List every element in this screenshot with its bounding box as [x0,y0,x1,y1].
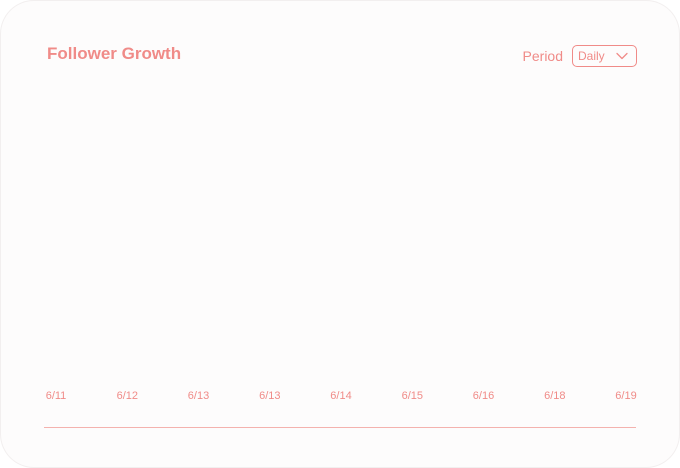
x-tick-label: 6/11 [46,390,67,402]
x-tick-label: 6/18 [544,390,565,402]
x-tick-label: 6/12 [117,390,138,402]
chevron-down-stroke [616,52,628,60]
x-axis-ticks: 6/11 6/12 6/13 6/13 6/14 6/15 6/16 6/18 6/19 [46,390,637,402]
x-tick-label: 6/14 [330,390,351,402]
chevron-down-icon [616,52,628,60]
x-tick-label: 6/13 [259,390,280,402]
x-tick-label: 6/19 [615,390,636,402]
x-tick-label: 6/13 [188,390,209,402]
period-label: Period [522,48,563,64]
chart-title: Follower Growth [47,44,182,63]
period-dropdown-value: Daily [578,49,605,63]
period-selector: Period Daily [523,45,637,67]
x-tick-label: 6/15 [402,390,423,402]
x-tick-label: 6/16 [473,390,494,402]
period-dropdown[interactable]: Daily [572,45,637,67]
